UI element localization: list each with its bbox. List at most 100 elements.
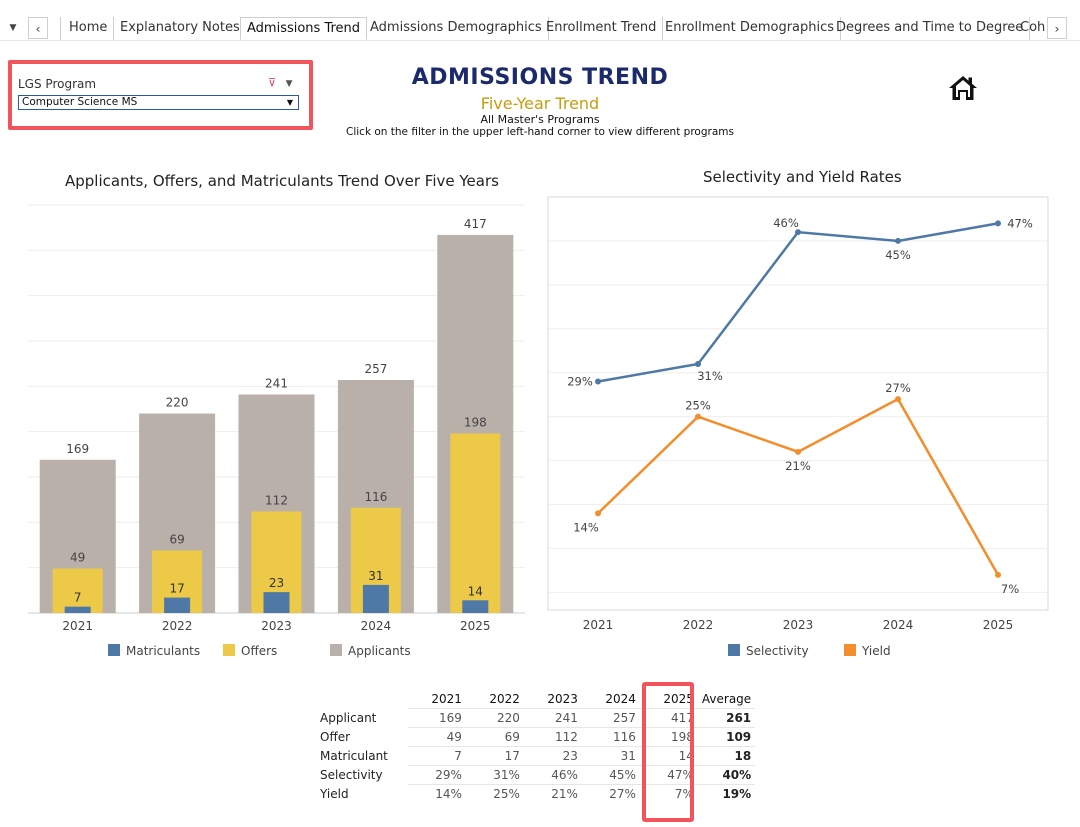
tab-explanatory-notes[interactable]: Explanatory Notes — [114, 17, 247, 40]
legend-swatch-offers — [223, 644, 235, 656]
applicants-data-label: 257 — [364, 362, 387, 376]
table-cell: 198 — [639, 727, 698, 747]
matriculants-bar — [64, 606, 91, 613]
filter-menu-chevron-icon[interactable]: ▼ — [285, 79, 293, 89]
applicants-data-label: 169 — [66, 442, 89, 456]
matriculants-data-label: 17 — [169, 582, 184, 596]
bar-chart-title: Applicants, Offers, and Matriculants Tre… — [65, 172, 499, 190]
tab-menu-dropdown-icon[interactable]: ▼ — [4, 17, 22, 39]
legend-label-applicants: Applicants — [348, 644, 411, 658]
yield-data-label: 25% — [685, 399, 711, 413]
table-header-empty — [316, 690, 408, 709]
clear-filter-icon[interactable]: ⊽ — [268, 76, 277, 89]
matriculants-bar — [362, 584, 389, 613]
x-tick-label: 2024 — [361, 619, 392, 633]
yield-data-label: 21% — [785, 459, 811, 473]
selectivity-data-label: 45% — [885, 248, 911, 262]
filter-label: LGS Program — [18, 77, 97, 91]
x-tick-label: 2022 — [683, 618, 714, 632]
applicants-data-label: 417 — [464, 217, 487, 231]
table-row-label: Applicant — [320, 711, 377, 725]
chevron-down-icon: ▼ — [286, 98, 293, 107]
tab-admissions-demographics[interactable]: Admissions Demographics — [364, 17, 549, 40]
table-header-year: 2021 — [431, 692, 462, 706]
offers-data-label: 112 — [265, 493, 288, 507]
offers-bar — [450, 433, 501, 613]
offers-data-label: 116 — [364, 490, 387, 504]
legend-swatch-yield — [844, 644, 856, 656]
legend-swatch-matriculants — [108, 644, 120, 656]
table-header-year: 2023 — [547, 692, 578, 706]
selectivity-point — [795, 229, 801, 236]
offers-data-label: 198 — [464, 415, 487, 429]
legend-swatch-applicants — [330, 644, 342, 656]
x-tick-label: 2021 — [62, 619, 93, 633]
table-row-label: Offer — [320, 730, 351, 744]
legend-label-yield: Yield — [861, 644, 891, 658]
table-row-label: Selectivity — [320, 768, 383, 782]
yield-point — [995, 571, 1001, 578]
table-cell: 241 — [523, 708, 582, 728]
table-cell: 23 — [523, 746, 582, 766]
tab-cohort-truncated[interactable]: Coh — [1020, 20, 1046, 35]
table-cell: 14% — [407, 784, 466, 803]
tab-scroll-left-icon[interactable]: ‹ — [28, 17, 48, 39]
table-header-average: Average — [701, 692, 752, 706]
table-header-year: 2022 — [489, 692, 520, 706]
offers-data-label: 69 — [169, 532, 184, 546]
matriculants-bar — [164, 597, 191, 613]
tab-admissions-trend[interactable]: Admissions Trend — [240, 17, 368, 40]
line-plot-border — [547, 196, 1049, 611]
selectivity-point — [595, 378, 601, 385]
x-tick-label: 2023 — [783, 618, 814, 632]
table-cell: 31 — [581, 746, 640, 766]
table-cell: 31% — [465, 765, 524, 785]
yield-point — [695, 413, 701, 420]
table-cell: 45% — [581, 765, 640, 785]
table-cell-average: 18 — [697, 746, 756, 766]
table-cell: 220 — [465, 708, 524, 728]
table-cell: 69 — [465, 727, 524, 747]
program-scope: All Master's Programs — [480, 113, 600, 126]
table-cell: 14 — [639, 746, 698, 766]
table-cell: 7 — [407, 746, 466, 766]
program-filter-select[interactable]: Computer Science MS ▼ — [18, 95, 299, 110]
table-cell: 47% — [639, 765, 698, 785]
x-tick-label: 2024 — [883, 618, 914, 632]
selectivity-data-label: 46% — [773, 216, 799, 230]
table-header-row: 2021 2022 2023 2024 2025 Average — [316, 690, 755, 709]
x-tick-label: 2021 — [583, 618, 614, 632]
yield-point — [895, 396, 901, 403]
summary-data-table: 2021 2022 2023 2024 2025 Average Applicant 169… — [316, 690, 756, 803]
table-cell: 46% — [523, 765, 582, 785]
filter-highlight-box — [8, 60, 313, 130]
table-row-label: Matriculant — [320, 749, 388, 763]
yield-point — [595, 510, 601, 517]
selectivity-point — [995, 220, 1001, 227]
tab-degrees-time-to-degree[interactable]: Degrees and Time to Degree — [830, 17, 1031, 40]
offers-bar — [52, 568, 103, 613]
dashboard-tab-bar: ▼ ‹ Home Explanatory Notes Admissions Tr… — [0, 0, 1080, 41]
applicants-data-label: 220 — [166, 396, 189, 410]
tab-enrollment-demographics[interactable]: Enrollment Demographics — [659, 17, 842, 40]
table-cell: 27% — [581, 784, 640, 803]
home-icon[interactable] — [948, 74, 978, 102]
selectivity-point — [695, 360, 701, 367]
selectivity-data-label: 47% — [1007, 216, 1033, 230]
legend-label-selectivity: Selectivity — [746, 644, 809, 658]
table-cell: 7% — [639, 784, 698, 803]
line-chart-title: Selectivity and Yield Rates — [703, 168, 902, 186]
legend-swatch-selectivity — [728, 644, 740, 656]
table-cell: 21% — [523, 784, 582, 803]
tab-scroll-right-icon[interactable]: › — [1047, 17, 1067, 39]
x-tick-label: 2022 — [162, 619, 193, 633]
table-row-label: Yield — [320, 786, 349, 801]
x-tick-label: 2025 — [983, 618, 1014, 632]
table-cell: 29% — [407, 765, 466, 785]
tab-enrollment-trend[interactable]: Enrollment Trend — [540, 17, 664, 40]
tab-home[interactable]: Home — [60, 17, 115, 40]
matriculants-bar — [263, 592, 290, 613]
table-row: Yield 14% 25% 21% 27% 7% 19% — [316, 784, 756, 803]
yield-data-label: 7% — [1001, 582, 1019, 596]
table-cell: 257 — [581, 708, 640, 728]
